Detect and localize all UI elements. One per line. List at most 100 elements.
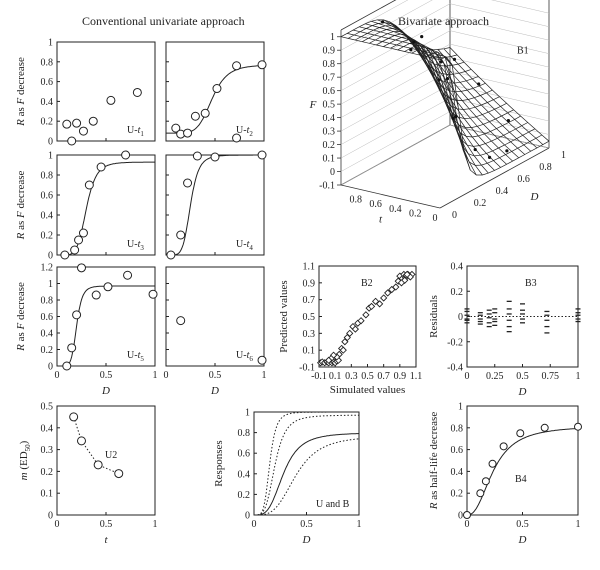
wall-grid: [491, 0, 550, 14]
data-point: [77, 263, 86, 273]
d-tick-label: 1: [561, 150, 566, 161]
left-section-title: Conventional univariate approach: [82, 14, 245, 28]
y-tick-label: 0.4: [451, 262, 464, 273]
data-point: [60, 250, 70, 260]
data-point: [78, 126, 88, 136]
fit-curve: [166, 65, 264, 134]
panel-label: U2: [105, 450, 117, 461]
surface-line: [425, 47, 526, 155]
z-tick-label: 0.5: [323, 100, 336, 111]
data-point: [176, 316, 186, 326]
observation-dot: [454, 114, 458, 119]
data-point: [540, 423, 549, 432]
surface-line: [353, 29, 453, 65]
x-tick-label: 0.3: [345, 371, 358, 382]
y-tick-label: 0.6: [41, 77, 54, 88]
data-point: [62, 119, 72, 129]
y-tick-label: 0.2: [41, 117, 54, 128]
data-point: [183, 178, 193, 188]
observation-dot: [451, 116, 455, 120]
x-tick-label: 0.7: [377, 371, 390, 382]
x-tick-label: 0.75: [542, 371, 560, 382]
panel-ub: 0 0.2 0.4 0.6 0.8 1 0 0.5 1 U and B D Responses: [213, 408, 362, 547]
y-tick-label: 0.2: [451, 287, 464, 298]
data-point: [77, 436, 86, 446]
data-point: [367, 302, 376, 311]
d-tick-label: 0.4: [496, 186, 509, 197]
data-point: [88, 116, 98, 126]
y-tick-label: 0: [48, 362, 53, 373]
wall-grid: [340, 16, 451, 78]
z-tick-label: 0.8: [323, 59, 336, 70]
x-tick-label: 0: [164, 370, 169, 381]
x-tick-label: 0: [55, 519, 60, 530]
z-tick-label: 0.2: [323, 140, 336, 151]
y-tick-label: 0.1: [303, 346, 316, 357]
data-point: [325, 356, 333, 364]
data-point: [357, 317, 365, 325]
y-tick-label: 1: [245, 408, 250, 419]
data-point: [403, 270, 411, 279]
surface-line: [401, 30, 501, 168]
d-tick-label: 0.8: [539, 162, 552, 173]
panel-u-t6: 0 0.5 1 U-t6 D: [164, 266, 267, 397]
t-tick-label: 0.8: [350, 195, 363, 206]
wall-grid: [340, 124, 451, 186]
y-tick-label: 0.4: [41, 329, 54, 340]
y-tick-label: 0.6: [41, 191, 54, 202]
observation-dot: [505, 149, 509, 153]
y-tick-label: 1: [48, 151, 53, 162]
panel-label: U-t1: [127, 125, 144, 138]
y-tick-label: 0: [245, 511, 250, 522]
x-tick-label: 0: [55, 370, 60, 381]
z-tick-label: 0.3: [323, 127, 336, 138]
data-point: [200, 108, 210, 118]
data-point: [397, 279, 406, 287]
surface-line: [365, 23, 465, 152]
y-tick-label: 0: [458, 511, 463, 522]
y-tick-label: 0.6: [238, 449, 251, 460]
y-tick-label: 0: [48, 137, 53, 148]
panel-u-t1: 0 0.2 0.4 0.6 0.8 1 U-t1 R as F decrease: [15, 38, 156, 148]
z-tick-label: 0.1: [323, 154, 336, 165]
wall-grid: [340, 30, 451, 91]
data-point: [123, 270, 133, 280]
data-point: [380, 294, 388, 302]
y-tick-label: 0.2: [41, 467, 54, 478]
panel-label: B4: [515, 474, 527, 485]
wall-grid: [449, 30, 550, 54]
data-point: [516, 429, 525, 438]
data-point: [210, 152, 220, 162]
data-point: [574, 422, 582, 431]
wall-grid: [340, 84, 451, 145]
y-tick-label: 1: [48, 279, 53, 290]
observation-dot: [445, 76, 450, 81]
wall-grid: [340, 111, 451, 172]
surface-line: [340, 36, 441, 61]
observation-dot: [473, 147, 477, 152]
y-tick-label: 0.2: [41, 345, 54, 356]
y-tick-label: 0.2: [238, 490, 251, 501]
observation-dot: [477, 82, 481, 86]
data-point: [351, 325, 360, 333]
data-point: [362, 311, 370, 319]
observation-dot: [487, 155, 492, 159]
surface-line: [407, 35, 507, 165]
panel-b4: 0 0.2 0.4 0.6 0.8 1 0 0.5 1 B4 D R as half-life dec…: [428, 402, 582, 546]
data-point: [257, 355, 267, 365]
data-point: [476, 489, 485, 498]
wall-grid: [449, 16, 550, 41]
wall-grid: [449, 84, 550, 108]
z-tick-label: 0: [330, 167, 335, 178]
data-point: [183, 128, 193, 138]
surface-line: [449, 47, 550, 142]
data-point: [96, 162, 106, 172]
wall-grid: [340, 3, 451, 64]
x-axis-label: D: [101, 385, 110, 397]
data-point: [171, 123, 181, 133]
panel-b3: -0.4 -0.2 0 0.2 0.4 0 0.25 0.5 0.75 1 B3 D Residuals: [428, 262, 581, 398]
y-tick-label: 0.1: [41, 489, 54, 500]
data-point: [212, 84, 222, 94]
data-point: [232, 61, 242, 71]
data-point: [257, 60, 267, 70]
